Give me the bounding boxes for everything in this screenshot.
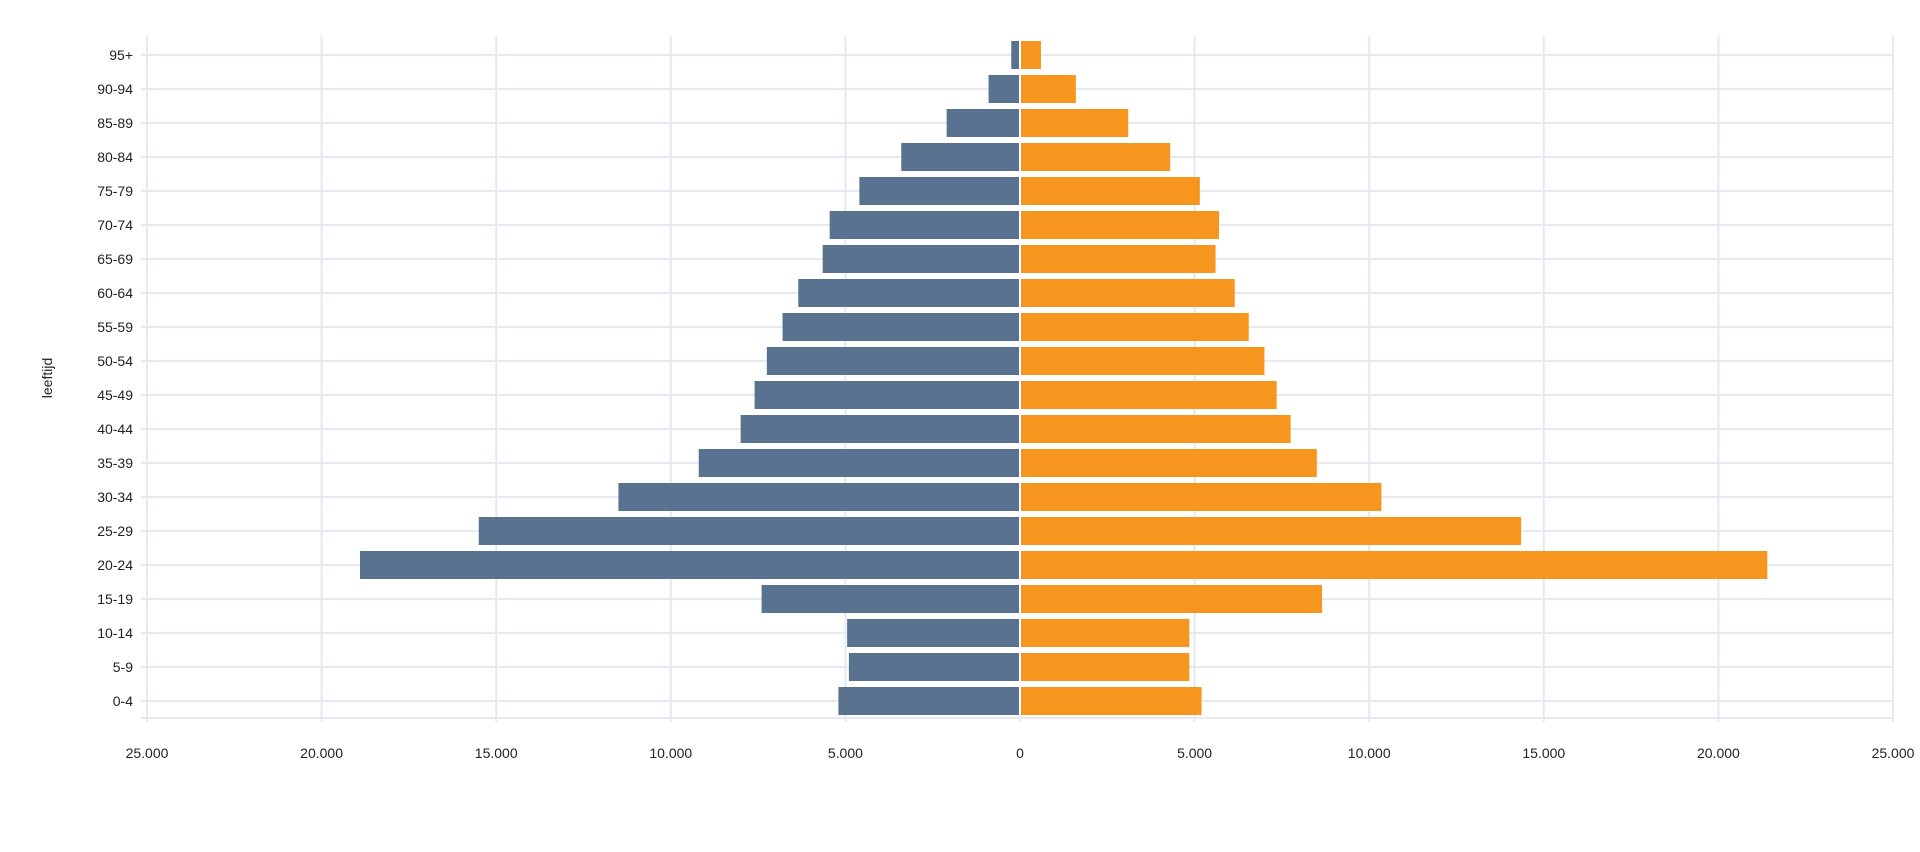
- bar-left-35-39: [698, 449, 1020, 477]
- bar-right-10-14: [1020, 619, 1190, 647]
- bar-left-5-9: [848, 653, 1020, 681]
- y-tick-label: 25-29: [97, 523, 133, 539]
- bar-left-20-24: [360, 551, 1021, 579]
- bar-left-90-94: [988, 75, 1020, 103]
- y-tick-label: 35-39: [97, 455, 133, 471]
- bar-left-45-49: [754, 381, 1020, 409]
- bar-right-65-69: [1020, 245, 1216, 273]
- y-tick-label: 20-24: [97, 557, 133, 573]
- y-tick-label: 0-4: [113, 693, 133, 709]
- x-tick-label: 20.000: [300, 745, 343, 761]
- bar-left-85-89: [946, 109, 1020, 137]
- bar-left-65-69: [822, 245, 1020, 273]
- x-tick-label: 20.000: [1697, 745, 1740, 761]
- x-tick-label: 15.000: [475, 745, 518, 761]
- bar-left-55-59: [782, 313, 1020, 341]
- x-tick-label: 10.000: [1348, 745, 1391, 761]
- bar-right-75-79: [1020, 177, 1200, 205]
- y-tick-label: 5-9: [113, 659, 133, 675]
- bar-right-80-84: [1020, 143, 1171, 171]
- y-tick-label: 10-14: [97, 625, 133, 641]
- x-tick-label: 25.000: [1872, 745, 1915, 761]
- bar-right-5-9: [1020, 653, 1190, 681]
- y-tick-label: 75-79: [97, 183, 133, 199]
- bar-right-40-44: [1020, 415, 1291, 443]
- y-tick-label: 30-34: [97, 489, 133, 505]
- bar-left-40-44: [740, 415, 1020, 443]
- x-tick-label: 25.000: [126, 745, 169, 761]
- bar-right-50-54: [1020, 347, 1265, 375]
- y-tick-label: 65-69: [97, 251, 133, 267]
- y-tick-labels: 0-4 5-9 10-14 15-19 20-24 25-29 30-34 35-39 40-4…: [97, 47, 133, 709]
- bar-left-70-74: [829, 211, 1020, 239]
- y-tick-label: 50-54: [97, 353, 133, 369]
- bar-right-60-64: [1020, 279, 1235, 307]
- bar-right-45-49: [1020, 381, 1277, 409]
- bar-right-25-29: [1020, 517, 1522, 545]
- bar-right-70-74: [1020, 211, 1220, 239]
- bar-left-25-29: [478, 517, 1020, 545]
- bar-right-55-59: [1020, 313, 1249, 341]
- x-tick-label: 5.000: [828, 745, 863, 761]
- bar-left-30-34: [618, 483, 1020, 511]
- bar-left-15-19: [761, 585, 1020, 613]
- bar-right-95+: [1020, 41, 1041, 69]
- bar-right-15-19: [1020, 585, 1323, 613]
- x-tick-label: 15.000: [1522, 745, 1565, 761]
- y-tick-label: 15-19: [97, 591, 133, 607]
- y-tick-label: 70-74: [97, 217, 133, 233]
- y-tick-label: 85-89: [97, 115, 133, 131]
- y-tick-label: 80-84: [97, 149, 133, 165]
- bar-right-30-34: [1020, 483, 1382, 511]
- bar-left-0-4: [838, 687, 1020, 715]
- bar-right-35-39: [1020, 449, 1317, 477]
- bar-right-20-24: [1020, 551, 1768, 579]
- y-tick-label: 90-94: [97, 81, 133, 97]
- bar-right-0-4: [1020, 687, 1202, 715]
- y-tick-label: 60-64: [97, 285, 133, 301]
- x-tick-label: 10.000: [649, 745, 692, 761]
- bar-left-95+: [1011, 41, 1020, 69]
- bar-left-60-64: [798, 279, 1020, 307]
- x-tick-label: 0: [1016, 745, 1024, 761]
- bar-right-85-89: [1020, 109, 1129, 137]
- bars: [360, 36, 1768, 715]
- y-axis-title: leeftijd: [39, 358, 55, 398]
- y-tick-label: 45-49: [97, 387, 133, 403]
- y-tick-label: 55-59: [97, 319, 133, 335]
- bar-left-10-14: [847, 619, 1020, 647]
- bar-left-80-84: [901, 143, 1020, 171]
- y-tick-label: 95+: [109, 47, 133, 63]
- x-tick-label: 5.000: [1177, 745, 1212, 761]
- bar-left-50-54: [766, 347, 1020, 375]
- bar-left-75-79: [859, 177, 1020, 205]
- y-tick-label: 40-44: [97, 421, 133, 437]
- bar-right-90-94: [1020, 75, 1076, 103]
- x-tick-labels: 25.000 20.000 15.000 10.000 5.000 0 5.000 10.00…: [126, 745, 1915, 761]
